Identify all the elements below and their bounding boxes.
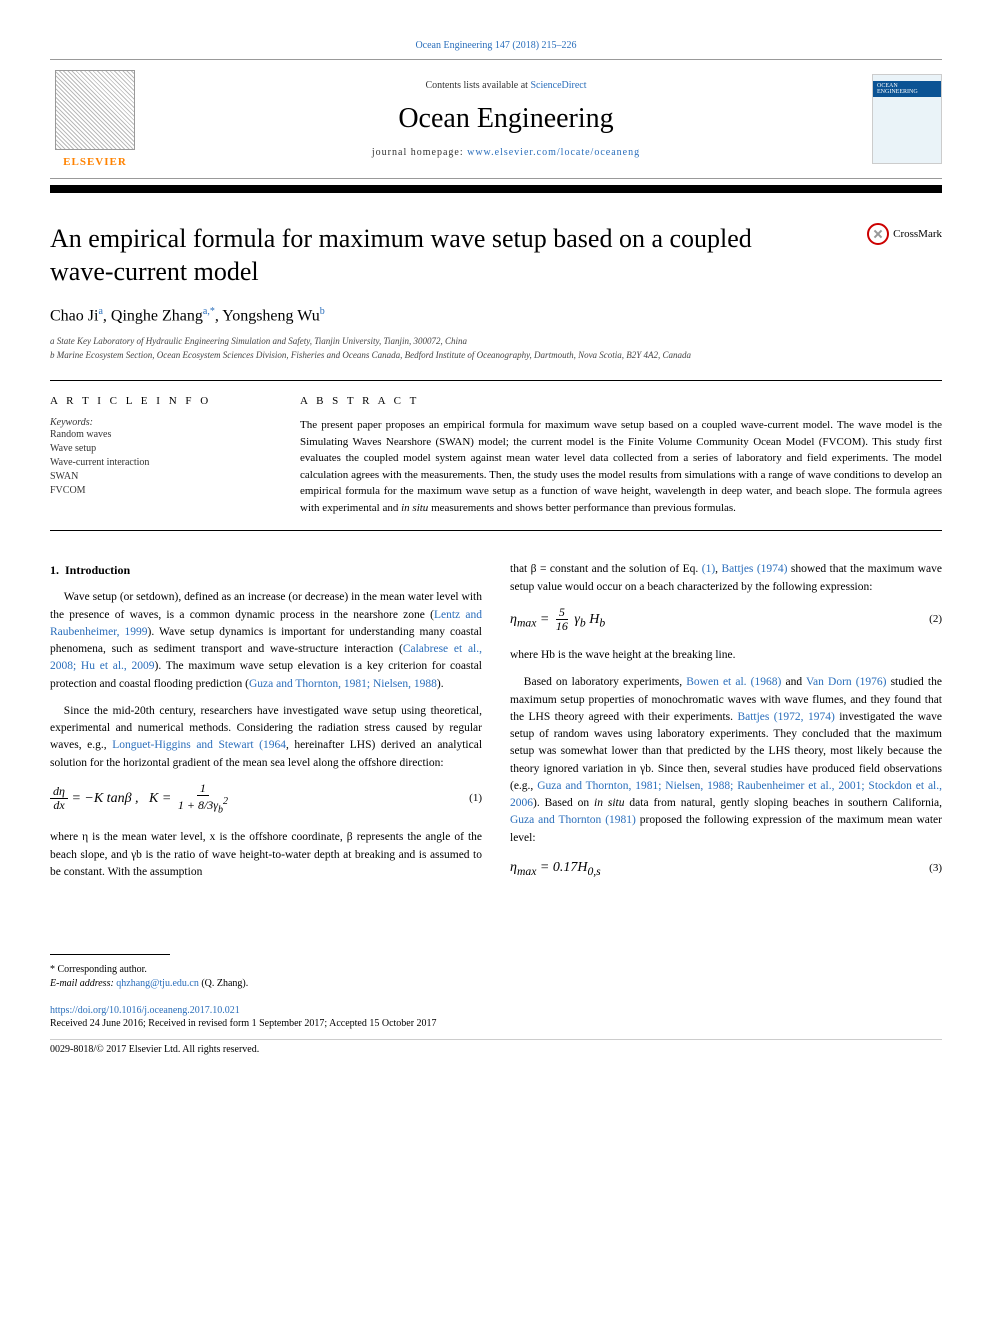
- crossmark-icon: [867, 223, 889, 245]
- running-head-link[interactable]: Ocean Engineering 147 (2018) 215–226: [415, 40, 576, 51]
- author-list: Chao Jia, Qinghe Zhanga,*, Yongsheng Wub: [50, 306, 942, 325]
- equation-2: ηmax = 516 γb Hb (2): [510, 606, 942, 633]
- doi-line: https://doi.org/10.1016/j.oceaneng.2017.…: [50, 1005, 942, 1016]
- author-2: Qinghe Zhang: [111, 307, 203, 324]
- email-line: E-mail address: qhzhang@tju.edu.cn (Q. Z…: [50, 977, 942, 991]
- eq1-number: (1): [469, 790, 482, 807]
- affiliation-b: b Marine Ecosystem Section, Ocean Ecosys…: [50, 349, 942, 363]
- journal-cover-thumbnail: OCEAN ENGINEERING: [872, 74, 942, 164]
- contents-line: Contents lists available at ScienceDirec…: [140, 80, 872, 91]
- cover-badge: OCEAN ENGINEERING: [873, 81, 941, 97]
- para-5: where Hb is the wave height at the break…: [510, 647, 942, 664]
- email-link[interactable]: qhzhang@tju.edu.cn: [116, 978, 199, 989]
- ref-link[interactable]: Guza and Thornton (1981): [510, 814, 636, 826]
- crossmark-badge[interactable]: CrossMark: [867, 223, 942, 245]
- publisher-logo: ELSEVIER: [50, 70, 140, 168]
- para-3: where η is the mean water level, x is th…: [50, 829, 482, 881]
- article-info-column: A R T I C L E I N F O Keywords: Random w…: [50, 395, 270, 516]
- article-dates: Received 24 June 2016; Received in revis…: [50, 1018, 942, 1029]
- publisher-name: ELSEVIER: [63, 156, 127, 168]
- ref-link[interactable]: Battjes (1972, 1974): [737, 711, 834, 723]
- sciencedirect-link[interactable]: ScienceDirect: [530, 80, 586, 91]
- author-3: Yongsheng Wu: [222, 307, 319, 324]
- article-info-heading: A R T I C L E I N F O: [50, 395, 270, 407]
- corresponding-author-note: * Corresponding author.: [50, 963, 942, 977]
- eq2-number: (2): [929, 611, 942, 628]
- affiliation-a: a State Key Laboratory of Hydraulic Engi…: [50, 335, 942, 349]
- ref-link[interactable]: Bowen et al. (1968): [686, 676, 781, 688]
- footnote-separator: [50, 954, 170, 955]
- header-divider: [50, 185, 942, 193]
- abstract-column: A B S T R A C T The present paper propos…: [300, 395, 942, 516]
- abstract-part2: measurements and shows better performanc…: [428, 502, 736, 514]
- abstract-text: The present paper proposes an empirical …: [300, 417, 942, 516]
- eq3-expr: ηmax = 0.17H0,s: [510, 857, 601, 880]
- article-page: Ocean Engineering 147 (2018) 215–226 ELS…: [0, 0, 992, 1095]
- author-3-aff[interactable]: b: [320, 306, 325, 317]
- keyword-item: Wave-current interaction: [50, 456, 270, 470]
- body-column-right: that β = constant and the solution of Eq…: [510, 561, 942, 894]
- homepage-line: journal homepage: www.elsevier.com/locat…: [140, 147, 872, 158]
- article-title: An empirical formula for maximum wave se…: [50, 223, 810, 288]
- keyword-item: Wave setup: [50, 442, 270, 456]
- doi-link[interactable]: https://doi.org/10.1016/j.oceaneng.2017.…: [50, 1005, 240, 1016]
- author-1-aff[interactable]: a: [98, 306, 102, 317]
- eq2-expr: ηmax = 516 γb Hb: [510, 606, 605, 633]
- eq1-expr: dηdx = −K tanβ , K = 11 + 8/3γb2: [50, 782, 231, 816]
- body-column-left: 1. Introduction Wave setup (or setdown),…: [50, 561, 482, 894]
- equation-3: ηmax = 0.17H0,s (3): [510, 857, 942, 880]
- running-head: Ocean Engineering 147 (2018) 215–226: [50, 40, 942, 51]
- keyword-item: SWAN: [50, 470, 270, 484]
- keywords-list: Random waves Wave setup Wave-current int…: [50, 428, 270, 498]
- email-label: E-mail address:: [50, 978, 116, 989]
- abstract-italic: in situ: [401, 502, 428, 514]
- journal-name: Ocean Engineering: [140, 103, 872, 135]
- para-2: Since the mid-20th century, researchers …: [50, 703, 482, 772]
- para-6: Based on laboratory experiments, Bowen e…: [510, 674, 942, 847]
- author-1: Chao Ji: [50, 307, 98, 324]
- author-2-aff[interactable]: a,: [203, 306, 210, 317]
- homepage-prefix: journal homepage:: [372, 147, 467, 158]
- elsevier-tree-icon: [55, 70, 135, 150]
- para-4: that β = constant and the solution of Eq…: [510, 561, 942, 596]
- info-abstract-block: A R T I C L E I N F O Keywords: Random w…: [50, 380, 942, 531]
- section-num: 1.: [50, 563, 59, 577]
- contents-prefix: Contents lists available at: [425, 80, 530, 91]
- ref-link[interactable]: Battjes (1974): [721, 563, 787, 575]
- ref-link[interactable]: Longuet-Higgins and Stewart (1964: [112, 739, 286, 751]
- ref-link[interactable]: Guza and Thornton, 1981; Nielsen, 1988: [249, 678, 437, 690]
- author-2-corr[interactable]: *: [210, 306, 215, 317]
- abstract-part1: The present paper proposes an empirical …: [300, 419, 942, 514]
- title-row: An empirical formula for maximum wave se…: [50, 223, 942, 288]
- eq-ref-link[interactable]: (1): [702, 563, 715, 575]
- journal-header: ELSEVIER Contents lists available at Sci…: [50, 59, 942, 179]
- abstract-heading: A B S T R A C T: [300, 395, 942, 407]
- email-suffix: (Q. Zhang).: [199, 978, 248, 989]
- para-1: Wave setup (or setdown), defined as an i…: [50, 589, 482, 693]
- eq3-number: (3): [929, 860, 942, 877]
- keyword-item: Random waves: [50, 428, 270, 442]
- equation-1: dηdx = −K tanβ , K = 11 + 8/3γb2 (1): [50, 782, 482, 816]
- section-title: Introduction: [65, 563, 130, 577]
- crossmark-label: CrossMark: [893, 228, 942, 240]
- ref-link[interactable]: Van Dorn (1976): [806, 676, 886, 688]
- header-center: Contents lists available at ScienceDirec…: [140, 80, 872, 158]
- body-columns: 1. Introduction Wave setup (or setdown),…: [50, 561, 942, 894]
- keywords-label: Keywords:: [50, 417, 270, 428]
- section-1-heading: 1. Introduction: [50, 561, 482, 579]
- homepage-link[interactable]: www.elsevier.com/locate/oceaneng: [467, 147, 640, 158]
- keyword-item: FVCOM: [50, 484, 270, 498]
- copyright-line: 0029-8018/© 2017 Elsevier Ltd. All right…: [50, 1039, 942, 1055]
